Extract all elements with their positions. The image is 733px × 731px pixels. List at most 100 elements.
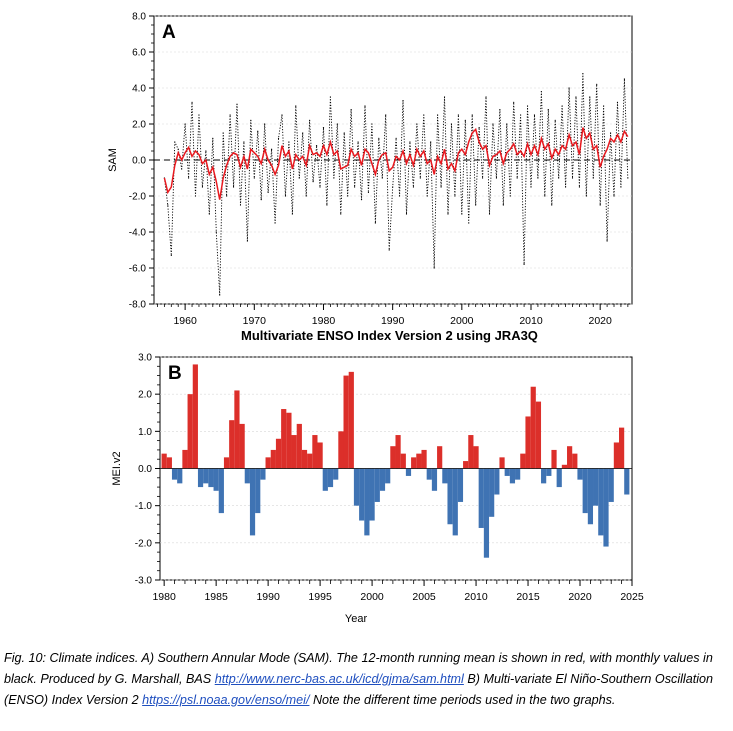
- monthly-point: [167, 204, 169, 206]
- monthly-point: [551, 204, 553, 206]
- monthly-point: [260, 199, 262, 201]
- x-tick-label: 2015: [516, 591, 540, 603]
- mei-bar-positive: [473, 446, 479, 469]
- monthly-point: [502, 204, 504, 206]
- y-axis-label: SAM: [107, 148, 119, 172]
- mei-bar-positive: [166, 457, 172, 469]
- monthly-point: [184, 123, 186, 125]
- caption-text-part-2: B) Multi-variate El Niño-Southern Oscill…: [4, 672, 714, 707]
- monthly-point: [194, 195, 197, 197]
- monthly-point: [443, 96, 446, 98]
- mei-bar-positive: [468, 435, 474, 469]
- mei-bar-positive: [338, 431, 344, 469]
- monthly-point: [392, 186, 394, 188]
- mei-bar-negative: [385, 468, 391, 484]
- mei-bar-positive: [192, 364, 198, 469]
- caption-text-part-1: Fig. 10: Climate indices. A) Southern An…: [4, 651, 713, 686]
- y-tick-label: -2.0: [129, 192, 147, 203]
- monthly-point: [360, 199, 363, 201]
- mei-bar-positive: [301, 449, 308, 469]
- mei-bar-positive: [390, 446, 396, 469]
- y-tick-label: 2.0: [138, 390, 152, 401]
- monthly-point: [395, 137, 397, 139]
- x-tick-label: 2020: [568, 591, 592, 603]
- monthly-point: [530, 186, 532, 188]
- mei-bar-negative: [593, 468, 599, 506]
- monthly-point: [609, 132, 612, 134]
- mei-bar-negative: [208, 468, 214, 488]
- monthly-point: [606, 240, 608, 242]
- monthly-point: [492, 123, 494, 125]
- monthly-point: [430, 141, 432, 143]
- monthly-point: [243, 141, 245, 143]
- y-tick-label: -4.0: [129, 228, 147, 239]
- x-tick-label: 2010: [519, 315, 543, 327]
- mei-bar-negative: [327, 468, 334, 488]
- y-tick-label: 0.0: [132, 156, 146, 167]
- mei-bar-negative: [541, 468, 547, 484]
- monthly-point: [544, 195, 546, 197]
- figure-caption: Fig. 10: Climate indices. A) Southern An…: [4, 648, 730, 711]
- mei-chart-title: Multivariate ENSO Index Version 2 using …: [241, 328, 538, 343]
- monthly-point: [561, 105, 563, 107]
- mei-bar-negative: [359, 468, 365, 521]
- monthly-point: [416, 123, 418, 125]
- mei-bar-positive: [463, 461, 469, 469]
- mei-link[interactable]: https://psl.noaa.gov/enso/mei/: [142, 693, 310, 707]
- monthly-point: [277, 137, 280, 139]
- x-tick-label: 2010: [464, 591, 488, 603]
- monthly-point: [340, 213, 342, 215]
- mei-bar-positive: [348, 371, 354, 469]
- monthly-point: [381, 177, 383, 179]
- mei-bar-positive: [281, 409, 287, 469]
- mei-bar-negative: [478, 468, 484, 528]
- mei-bar-positive: [567, 446, 573, 469]
- mei-bar-positive: [223, 457, 230, 469]
- monthly-point: [516, 177, 518, 179]
- monthly-point: [596, 83, 598, 85]
- x-tick-label: 2000: [360, 591, 384, 603]
- monthly-point: [226, 195, 228, 197]
- y-tick-label: 3.0: [138, 353, 152, 364]
- mei-bar-positive: [291, 435, 297, 469]
- mei-bar-negative: [489, 468, 495, 517]
- monthly-point: [212, 137, 214, 139]
- monthly-point: [481, 177, 484, 179]
- monthly-point: [471, 114, 473, 116]
- y-axis-label: MEI.v2: [111, 451, 123, 485]
- mei-bar-negative: [431, 468, 438, 491]
- monthly-point: [232, 186, 235, 188]
- y-tick-label: -1.0: [135, 501, 153, 512]
- monthly-point: [564, 186, 567, 188]
- monthly-point: [426, 195, 428, 197]
- mei-bar-negative: [457, 468, 464, 502]
- monthly-point: [506, 123, 508, 125]
- mei-bar-negative: [452, 468, 458, 536]
- monthly-point: [520, 114, 522, 116]
- monthly-point: [284, 195, 287, 197]
- monthly-point: [412, 186, 415, 188]
- mei-bar-negative: [218, 468, 224, 514]
- monthly-point: [547, 109, 549, 111]
- monthly-point: [613, 195, 615, 197]
- x-tick-label: 1960: [173, 315, 197, 327]
- mei-bar-positive: [286, 412, 292, 469]
- monthly-point: [374, 222, 376, 224]
- mei-bar-negative: [556, 468, 562, 488]
- mei-bar-positive: [535, 401, 542, 469]
- mei-bar-negative: [624, 468, 630, 495]
- mei-bar-negative: [249, 468, 256, 536]
- y-tick-label: 2.0: [132, 120, 146, 131]
- monthly-point: [533, 114, 536, 116]
- monthly-point: [253, 177, 255, 179]
- monthly-point: [191, 101, 193, 103]
- sam-link[interactable]: http://www.nerc-bas.ac.uk/icd/gjma/sam.h…: [214, 672, 464, 686]
- mei-bar-positive: [416, 453, 422, 469]
- monthly-point: [347, 195, 349, 197]
- mei-bar-negative: [353, 468, 360, 506]
- mei-bar-negative: [255, 468, 261, 514]
- monthly-point: [599, 204, 601, 206]
- mei-bar-negative: [364, 468, 370, 536]
- monthly-point: [402, 100, 404, 102]
- y-tick-label: 8.0: [132, 12, 146, 23]
